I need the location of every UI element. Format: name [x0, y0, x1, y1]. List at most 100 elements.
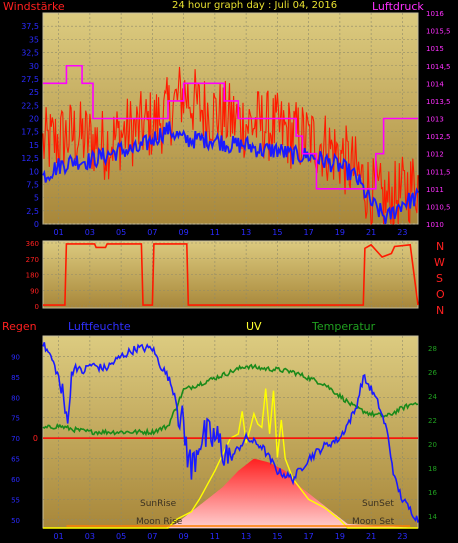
pressure-ytick-label: 1016 [426, 10, 444, 18]
humidity-ytick-label: 65 [11, 456, 20, 464]
solar-radiation-area [43, 458, 418, 528]
wind-ytick-label: 7,5 [26, 180, 39, 189]
direction-ytick-label: 90 [30, 287, 39, 295]
humidity-xtick-label: 19 [335, 532, 345, 541]
rain-label: Regen [2, 320, 37, 333]
wind-ytick-label: 37,5 [21, 22, 39, 31]
wind-xtick-label: 09 [179, 228, 189, 237]
temperature-ytick-label: 22 [428, 417, 437, 425]
humidity-xtick-label: 11 [210, 532, 220, 541]
pressure-ytick-label: 1013,5 [426, 98, 451, 106]
humidity-xtick-label: 23 [397, 532, 407, 541]
humidity-label: Luftfeuchte [68, 320, 131, 333]
compass-s: S [436, 272, 443, 285]
pressure-ytick-label: 1012,5 [426, 133, 451, 141]
compass-n-top: N [436, 240, 445, 253]
wind-xtick-label: 07 [147, 228, 157, 237]
wind-ytick-label: 27,5 [21, 75, 39, 84]
humidity-ytick-label: 50 [11, 517, 20, 525]
wind-xtick-label: 01 [54, 228, 64, 237]
wind-ytick-label: 30 [29, 62, 39, 71]
direction-ytick-label: 0 [35, 303, 39, 311]
moonset-label: Moon Set [352, 517, 395, 527]
pressure-ytick-label: 1015,5 [426, 28, 451, 36]
wind-strength-label: Windstärke [3, 0, 65, 13]
wind-xtick-label: 23 [397, 228, 407, 237]
humidity-ytick-label: 75 [11, 415, 20, 423]
wind-xtick-label: 11 [210, 228, 220, 237]
pressure-line [43, 64, 418, 190]
humidity-temperature-panel: 50 55 60 65 70 75 80 85 90 14 16 18 20 22 24 26 28 01 03 05… [11, 335, 437, 541]
pressure-ytick-label: 1014,5 [426, 63, 451, 71]
temperature-ytick-label: 16 [428, 489, 437, 497]
temperature-ytick-label: 28 [428, 345, 437, 353]
temperature-line [42, 363, 419, 437]
humidity-ytick-label: 55 [11, 496, 20, 504]
wind-ytick-label: 17,5 [21, 128, 39, 137]
pressure-ytick-label: 1015 [426, 45, 444, 53]
humidity-xtick-label: 07 [147, 532, 157, 541]
wind-ytick-label: 22,5 [21, 101, 39, 110]
wind-xtick-label: 05 [116, 228, 126, 237]
humidity-xtick-label: 15 [272, 532, 282, 541]
direction-line [43, 243, 419, 306]
wind-ytick-label: 10 [29, 167, 39, 176]
humidity-ytick-label: 60 [11, 476, 20, 484]
compass-n-bottom: N [436, 304, 445, 317]
direction-ytick-label: 360 [26, 240, 39, 248]
wind-ytick-label: 20 [29, 115, 39, 124]
compass-o: O [436, 288, 445, 301]
temperature-ytick-label: 20 [428, 441, 437, 449]
sunrise-label: SunRise [140, 499, 177, 509]
graph-title: 24 hour graph day : Juli 04, 2016 [172, 0, 338, 11]
wind-xtick-label: 13 [241, 228, 251, 237]
pressure-ytick-label: 1011 [426, 186, 444, 194]
humidity-ytick-label: 70 [11, 435, 20, 443]
wind-ytick-label: 35 [29, 35, 39, 44]
direction-ytick-label: 180 [26, 272, 39, 280]
pressure-ytick-label: 1013 [426, 116, 444, 124]
wind-ytick-label: 0 [34, 220, 39, 229]
wind-xtick-label: 03 [85, 228, 95, 237]
wind-pressure-panel: 02,557,51012,51517,52022,52527,53032,535… [21, 10, 450, 237]
uv-label: UV [246, 320, 262, 333]
pressure-ytick-label: 1012 [426, 151, 444, 159]
wind-xtick-label: 19 [335, 228, 345, 237]
humidity-ytick-label: 85 [11, 374, 20, 382]
wind-ytick-label: 12,5 [21, 154, 39, 163]
pressure-ytick-label: 1014 [426, 80, 444, 88]
temperature-ytick-label: 26 [428, 369, 437, 377]
wind-ytick-label: 15 [29, 141, 39, 150]
wind-ytick-label: 2,5 [26, 207, 39, 216]
wind-ytick-label: 32,5 [21, 49, 39, 58]
wind-xtick-label: 17 [304, 228, 314, 237]
moonrise-label: Moon Rise [136, 517, 183, 527]
pressure-ytick-label: 1010,5 [426, 203, 451, 211]
compass-w: W [434, 256, 445, 269]
pressure-ytick-label: 1010 [426, 221, 444, 229]
wind-xtick-label: 21 [366, 228, 376, 237]
humidity-ytick-label: 80 [11, 394, 20, 402]
temperature-label: Temperatur [312, 320, 376, 333]
wind-direction-panel: 0 90 180 270 360 [26, 240, 419, 311]
air-pressure-label: Luftdruck [372, 0, 424, 13]
pressure-ytick-label: 1011,5 [426, 168, 451, 176]
wind-ytick-label: 25 [29, 88, 39, 97]
humidity-xtick-label: 09 [179, 532, 189, 541]
rain-value-label: 0 [33, 434, 38, 443]
humidity-xtick-label: 17 [304, 532, 314, 541]
humidity-line [42, 342, 419, 523]
temperature-ytick-label: 14 [428, 513, 437, 521]
temperature-ytick-label: 24 [428, 393, 437, 401]
humidity-xtick-label: 01 [54, 532, 64, 541]
sunset-label: SunSet [362, 499, 394, 509]
humidity-xtick-label: 13 [241, 532, 251, 541]
temperature-ytick-label: 18 [428, 465, 437, 473]
wind-ytick-label: 5 [34, 194, 39, 203]
direction-ytick-label: 270 [26, 256, 39, 264]
humidity-xtick-label: 21 [366, 532, 376, 541]
wind-average-line [42, 121, 419, 225]
humidity-xtick-label: 03 [85, 532, 95, 541]
